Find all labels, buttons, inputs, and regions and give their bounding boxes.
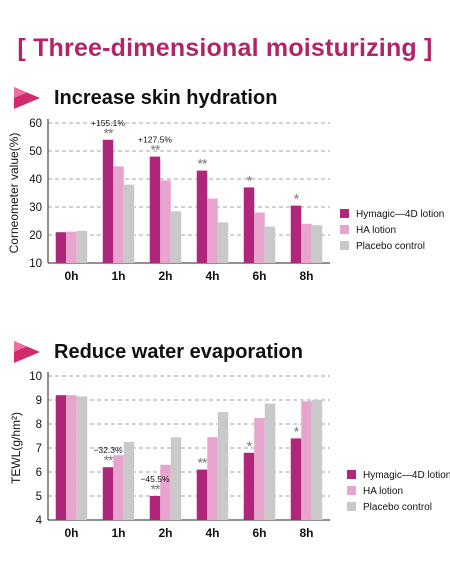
legend-swatch [347,470,356,479]
x-tick-label: 0h [64,269,78,283]
bar [311,225,323,263]
bar [123,184,135,263]
y-tick-label: 20 [29,230,42,242]
legend-entry: HA lotion [363,486,403,497]
y-axis-label: TEWL(g/hm²) [9,412,23,484]
legend-swatch [340,209,349,218]
x-tick-label: 1h [111,269,125,283]
bar [102,467,114,520]
x-tick-label: 2h [158,526,172,540]
y-tick-label: 50 [29,146,42,158]
legend-swatch [347,486,356,495]
section-title: Increase skin hydration [54,86,278,109]
significance-stars: ** [104,125,114,141]
legend-entry: HA lotion [356,225,396,236]
bar [149,496,161,520]
bar [207,437,218,520]
y-tick-label: 8 [36,419,42,431]
y-tick-label: 9 [36,395,42,407]
y-tick-label: 7 [36,443,42,455]
legend-entry: Hymagic—4D lotion [356,209,444,220]
bar [196,170,208,263]
bar [76,230,88,263]
y-tick-label: 10 [29,258,42,270]
legend-entry: Placebo control [363,502,432,513]
significance-stars: ** [151,481,161,497]
bar [170,211,182,263]
bar [217,222,229,263]
significance-stars: * [294,191,300,207]
y-tick-label: 6 [36,467,42,479]
bar [301,223,312,263]
percent-change-label: −32.3% [93,445,123,455]
bar [254,418,265,520]
significance-stars: ** [151,142,161,158]
bar [113,455,124,520]
significance-stars: * [247,172,253,188]
bar [301,401,312,520]
significance-stars: ** [198,455,208,471]
y-tick-label: 60 [29,118,42,130]
bar [207,198,218,263]
percent-change-label: +127.5% [138,135,172,145]
y-tick-label: 4 [36,515,43,527]
bar [254,212,265,263]
bar [243,452,255,520]
bar [66,231,77,263]
bar [55,232,67,263]
x-tick-label: 4h [205,526,219,540]
bar [170,437,182,520]
page-title: [ Three-dimensional moisturizing ] [17,34,433,62]
bar [149,156,161,263]
bar [113,166,124,263]
legend-entry: Placebo control [356,241,425,252]
y-axis-label: Corneometer value(%) [7,133,21,254]
y-tick-label: 40 [29,174,42,186]
bar [290,205,302,263]
x-tick-label: 0h [64,526,78,540]
y-tick-label: 5 [36,491,42,503]
play-triangle-icon [14,87,40,109]
x-tick-label: 6h [252,526,266,540]
bar [264,403,276,520]
section-heading-evaporation: Reduce water evaporation [14,340,303,364]
x-tick-label: 8h [299,526,313,540]
y-tick-label: 30 [29,202,42,214]
bar [76,396,88,520]
bar [102,139,114,263]
y-tick-label: 10 [29,371,42,383]
significance-stars: * [247,438,253,454]
section-heading-hydration: Increase skin hydration [14,86,277,110]
percent-change-label: −45.5% [140,474,170,484]
x-tick-label: 6h [252,269,266,283]
bar [243,187,255,263]
x-tick-label: 8h [299,269,313,283]
legend-swatch [340,241,349,250]
bar [160,180,171,263]
legend-swatch [347,502,356,511]
bar [66,395,77,520]
bar [311,400,323,520]
bar [55,395,67,520]
significance-stars: * [294,423,300,439]
significance-stars: ** [198,156,208,172]
play-triangle-icon [14,341,40,363]
section-title: Reduce water evaporation [54,340,303,363]
x-tick-label: 2h [158,269,172,283]
hydration-chart: Corneometer value(%) 10 20 30 40 50 60 0h 1h 2h 4h… [7,118,444,283]
x-tick-label: 4h [205,269,219,283]
significance-stars: ** [104,452,114,468]
bar [196,469,208,520]
bar [160,464,171,520]
bar [123,442,135,520]
legend-entry: Hymagic—4D lotion [363,470,450,481]
x-tick-label: 1h [111,526,125,540]
legend-swatch [340,225,349,234]
percent-change-label: +155.1% [91,118,125,128]
bar [217,412,229,520]
bar [290,438,302,520]
bar [264,226,276,263]
